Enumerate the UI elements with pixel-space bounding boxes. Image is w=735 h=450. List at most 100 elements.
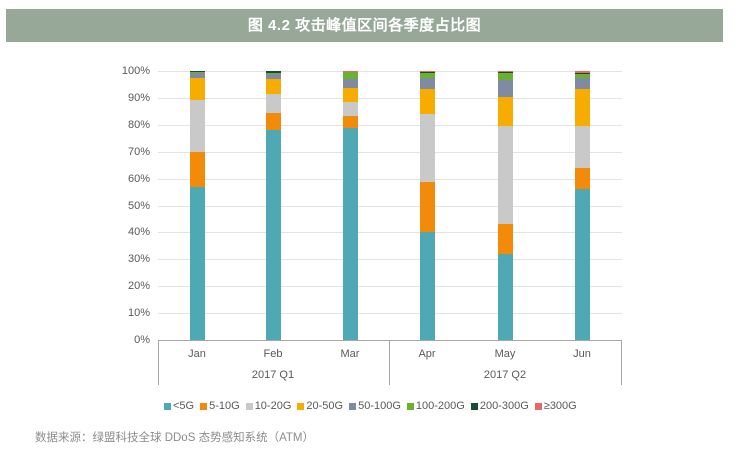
gridline <box>158 206 622 207</box>
y-tick-label: 100% <box>121 65 150 77</box>
bar-segment <box>265 94 281 114</box>
legend-swatch-icon <box>406 402 414 410</box>
legend-item: ≥300G <box>534 400 577 412</box>
bar-segment <box>419 72 435 73</box>
y-tick-label: 10% <box>127 307 150 319</box>
bar-segment <box>342 101 358 116</box>
legend-item: 5-10G <box>200 400 240 412</box>
bar-segment <box>419 89 435 115</box>
bar-segment <box>189 100 205 152</box>
legend-swatch-icon <box>245 402 253 410</box>
bar-segment <box>419 114 435 183</box>
gridline <box>158 71 622 72</box>
bar-segment <box>497 72 513 74</box>
gridline <box>158 313 622 314</box>
bar-segment <box>342 72 358 80</box>
bar-segment <box>342 128 358 340</box>
legend-swatch-icon <box>164 402 171 410</box>
bar-segment <box>419 78 435 90</box>
bar-segment <box>265 71 281 73</box>
legend-label: ≥300G <box>543 400 577 412</box>
bar-segment <box>574 89 590 127</box>
x-group-label: 2017 Q1 <box>251 369 295 381</box>
bar-segment <box>419 182 435 233</box>
bar-segment <box>189 72 205 73</box>
gridline <box>158 98 622 99</box>
bar-jun <box>574 71 590 340</box>
bar-segment <box>265 73 281 80</box>
bar-segment <box>189 78 205 101</box>
bar-segment <box>574 126 590 169</box>
data-source-note: 数据来源：绿盟科技全球 DDoS 态势感知系统（ATM） <box>35 432 314 444</box>
bar-segment <box>189 186 205 340</box>
y-tick-label: 0% <box>134 334 150 346</box>
x-tick-label: Apr <box>418 348 436 360</box>
bar-jan <box>189 71 205 340</box>
gridline <box>158 125 622 126</box>
legend-label: <5G <box>173 400 195 412</box>
legend-swatch-icon <box>297 402 305 410</box>
bar-segment <box>342 115 358 129</box>
y-tick-label: 20% <box>127 280 150 292</box>
y-tick-label: 30% <box>127 253 150 265</box>
legend-item: 50-100G <box>349 400 401 412</box>
gridline <box>158 232 622 233</box>
bar-segment <box>419 232 435 340</box>
legend-swatch-icon <box>349 402 357 410</box>
x-axis-group-divider <box>389 340 390 385</box>
legend-label: 20-50G <box>306 400 344 412</box>
bar-segment <box>574 78 590 90</box>
bar-segment <box>497 96 513 126</box>
y-tick-label: 90% <box>127 92 150 104</box>
x-tick-label: May <box>494 348 516 360</box>
bar-segment <box>497 79 513 97</box>
bar-segment <box>497 253 513 340</box>
legend-label: 10-20G <box>254 400 292 412</box>
y-tick-label: 60% <box>127 173 150 185</box>
legend-swatch-icon <box>534 402 542 410</box>
x-axis-group-divider <box>158 340 159 385</box>
bar-segment <box>419 72 435 78</box>
x-tick-label: Jan <box>188 348 206 360</box>
bar-segment <box>574 72 590 74</box>
legend-label: 50-100G <box>358 400 401 412</box>
y-tick-label: 50% <box>127 200 150 212</box>
legend-item: 100-200G <box>406 400 465 412</box>
bar-segment <box>189 72 205 78</box>
legend-item: 20-50G <box>297 400 343 412</box>
bar-segment <box>497 73 513 80</box>
bar-segment <box>265 79 281 95</box>
bar-segment <box>497 71 513 73</box>
x-tick-label: Jun <box>573 348 591 360</box>
bar-segment <box>265 72 281 74</box>
legend-swatch-icon <box>470 402 478 410</box>
bar-mar <box>342 71 358 340</box>
bar-segment <box>342 71 358 73</box>
chart-legend: <5G 5-10G 10-20G 20-50G 50-100G 100-200G 200-3… <box>164 400 583 412</box>
bar-segment <box>342 79 358 88</box>
gridline <box>158 179 622 180</box>
legend-label: 5-10G <box>209 400 240 412</box>
y-tick-label: 80% <box>127 119 150 131</box>
legend-item: <5G <box>164 400 194 412</box>
bar-segment <box>574 71 590 73</box>
legend-swatch-icon <box>200 402 208 410</box>
bar-segment <box>189 71 205 73</box>
bar-segment <box>342 87 358 102</box>
bar-apr <box>419 71 435 340</box>
legend-label: 200-300G <box>479 400 529 412</box>
x-axis-group-divider <box>621 340 622 385</box>
legend-item: 10-20G <box>245 400 292 412</box>
bar-segment <box>265 130 281 340</box>
bar-segment <box>574 189 590 340</box>
bar-feb <box>265 71 281 340</box>
x-axis-line <box>158 340 622 341</box>
x-group-label: 2017 Q2 <box>483 369 527 381</box>
gridline <box>158 259 622 260</box>
x-tick-label: Feb <box>263 348 283 360</box>
bar-segment <box>497 223 513 254</box>
x-tick-label: Mar <box>340 348 360 360</box>
bar-segment <box>189 151 205 187</box>
bar-segment <box>265 113 281 131</box>
